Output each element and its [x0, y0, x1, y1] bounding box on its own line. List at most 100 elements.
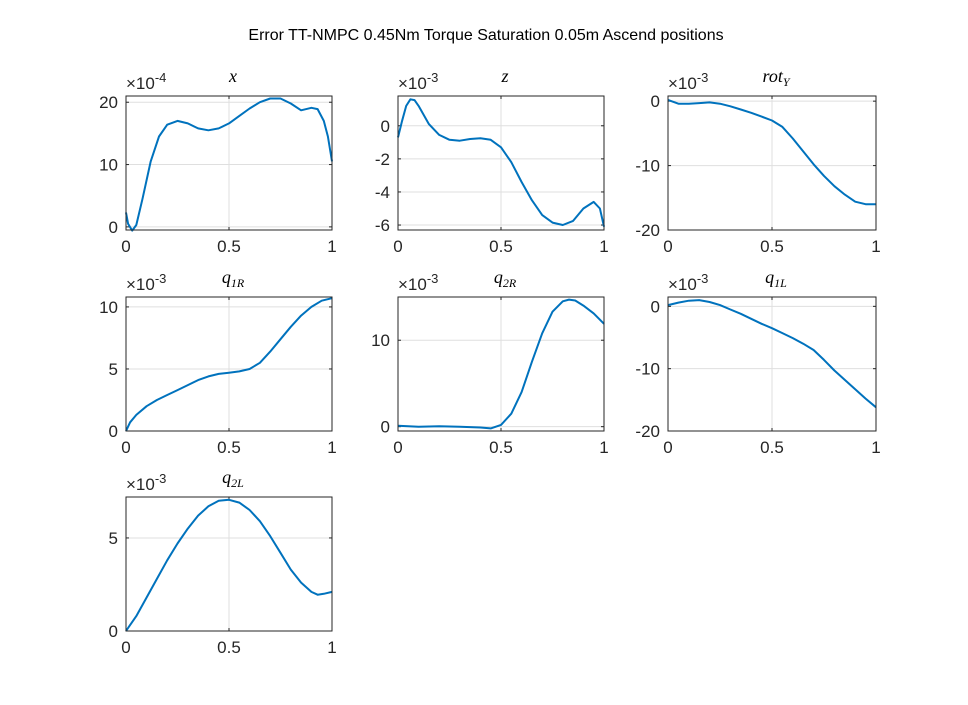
subplot-title-main: x — [228, 66, 237, 86]
subplot-title-main: rot — [762, 66, 783, 86]
subplot-title-subscript: 2L — [231, 476, 244, 490]
subplot-title: z — [500, 66, 508, 86]
x-tick-label: 1 — [327, 237, 336, 256]
subplot-title-main: z — [500, 66, 508, 86]
x-tick-label: 0 — [121, 438, 130, 457]
subplot-title: q1R — [222, 267, 245, 290]
series-line — [667, 299, 877, 409]
x-tick-label: 0.5 — [217, 638, 241, 657]
y-tick-label: 5 — [109, 529, 118, 548]
x-tick-label: 0 — [663, 237, 672, 256]
exponent-power: -3 — [427, 70, 439, 85]
y-tick-label: 0 — [109, 622, 118, 641]
x-tick-label: 0.5 — [760, 237, 784, 256]
exponent-power: -3 — [155, 471, 167, 486]
subplot-title: x — [228, 66, 237, 86]
subplot-title-subscript: 1R — [231, 276, 245, 290]
series-line — [397, 298, 605, 430]
y-tick-label: 5 — [109, 360, 118, 379]
y-tick-label: -20 — [635, 422, 660, 441]
x-tick-label: 1 — [327, 438, 336, 457]
exponent-base: ×10 — [398, 74, 427, 93]
exponent-label: ×10-3 — [126, 471, 166, 494]
series-line — [125, 297, 333, 432]
subplot-2: 0 0.5 1 -6 -4 -2 0 ×10-3 z — [375, 66, 609, 256]
x-tick-label: 0.5 — [760, 438, 784, 457]
subplot-title: q1L — [765, 267, 787, 290]
exponent-base: ×10 — [398, 275, 427, 294]
y-tick-label: 0 — [381, 418, 390, 437]
y-tick-label: 20 — [99, 93, 118, 112]
y-tick-label: 0 — [651, 92, 660, 111]
y-tick-label: 10 — [99, 156, 118, 175]
exponent-label: ×10-3 — [398, 271, 438, 294]
exponent-label: ×10-3 — [668, 70, 708, 93]
subplot-3: 0 0.5 1 -20 -10 0 ×10-3 rotY — [635, 66, 880, 256]
exponent-label: ×10-3 — [398, 70, 438, 93]
exponent-power: -4 — [155, 70, 167, 85]
subplot-title-main: q — [222, 267, 231, 287]
axes-box — [667, 296, 877, 432]
exponent-power: -3 — [427, 271, 439, 286]
series-line — [667, 98, 876, 206]
series-line — [397, 98, 605, 227]
exponent-label: ×10-3 — [126, 271, 166, 294]
x-tick-label: 0 — [393, 438, 402, 457]
exponent-base: ×10 — [126, 475, 155, 494]
y-tick-label: -20 — [635, 221, 660, 240]
subplot-title: q2L — [222, 467, 244, 490]
y-tick-label: -4 — [375, 183, 390, 202]
subplot-6: 0 0.5 1 -20 -10 0 ×10-3 q1L — [635, 267, 880, 457]
exponent-power: -3 — [697, 271, 709, 286]
y-tick-label: 10 — [99, 298, 118, 317]
exponent-base: ×10 — [126, 275, 155, 294]
exponent-base: ×10 — [126, 74, 155, 93]
axes-box — [397, 95, 605, 231]
x-tick-label: 0.5 — [217, 438, 241, 457]
figure-title: Error TT-NMPC 0.45Nm Torque Saturation 0… — [248, 27, 723, 44]
y-tick-label: -10 — [635, 360, 660, 379]
subplot-title-subscript: 1L — [774, 276, 787, 290]
axes-box — [397, 296, 605, 432]
y-tick-label: 10 — [371, 331, 390, 350]
axes-box — [125, 95, 333, 231]
axes-box — [667, 95, 877, 231]
y-tick-label: 0 — [381, 117, 390, 136]
series-line — [125, 97, 333, 232]
y-tick-label: 0 — [109, 218, 118, 237]
x-tick-label: 0 — [121, 237, 130, 256]
exponent-power: -3 — [697, 70, 709, 85]
x-tick-label: 1 — [871, 237, 880, 256]
y-tick-label: 0 — [651, 297, 660, 316]
x-tick-label: 0.5 — [489, 237, 513, 256]
axes-box — [125, 496, 333, 632]
subplot-title-subscript: 2R — [503, 276, 517, 290]
x-tick-label: 0.5 — [217, 237, 241, 256]
x-tick-label: 0 — [121, 638, 130, 657]
exponent-base: ×10 — [668, 74, 697, 93]
exponent-label: ×10-4 — [126, 70, 166, 93]
x-tick-label: 0 — [393, 237, 402, 256]
subplot-7: 0 0.5 1 0 5 ×10-3 q2L — [109, 467, 337, 657]
exponent-base: ×10 — [668, 275, 697, 294]
x-tick-label: 1 — [871, 438, 880, 457]
series-line — [125, 498, 333, 632]
subplot-title: q2R — [494, 267, 517, 290]
exponent-label: ×10-3 — [668, 271, 708, 294]
subplot-title-subscript: Y — [783, 75, 791, 89]
x-tick-label: 0 — [663, 438, 672, 457]
subplot-title-main: q — [765, 267, 774, 287]
x-tick-label: 1 — [327, 638, 336, 657]
y-tick-label: -2 — [375, 150, 390, 169]
y-tick-label: 0 — [109, 422, 118, 441]
subplot-title-main: q — [222, 467, 231, 487]
x-tick-label: 1 — [599, 237, 608, 256]
subplot-title-main: q — [494, 267, 503, 287]
y-tick-label: -6 — [375, 216, 390, 235]
axes-box — [125, 296, 333, 432]
